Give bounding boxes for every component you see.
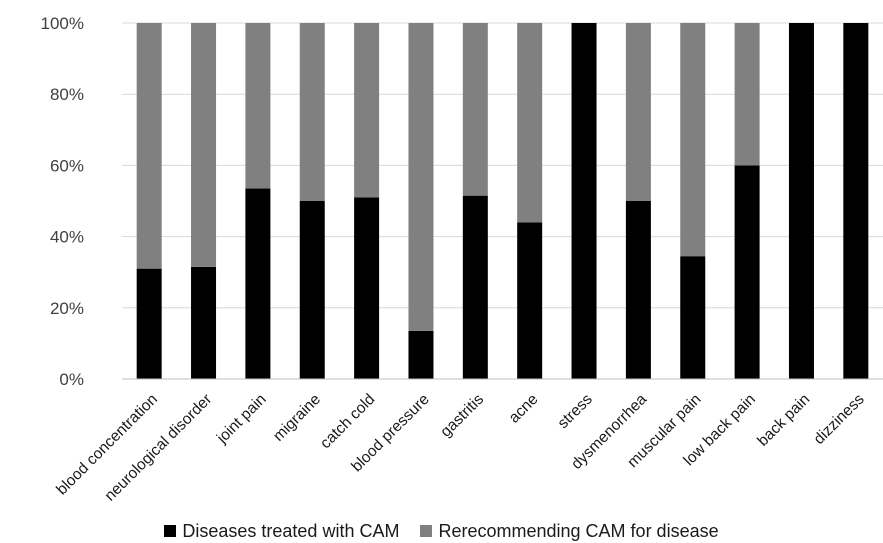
x-tick-label: joint pain — [213, 391, 270, 448]
bars — [136, 23, 869, 379]
y-tick-label: 60% — [50, 156, 84, 175]
bar-segment-treated — [680, 256, 706, 379]
bar-segment-rerecommending — [517, 23, 543, 223]
bar-segment-treated — [843, 23, 869, 379]
y-tick-label: 0% — [59, 370, 84, 389]
x-tick-label: stress — [555, 391, 596, 432]
gridlines — [122, 22, 883, 309]
x-tick-label: migraine — [270, 391, 324, 445]
bar-segment-treated — [734, 165, 760, 379]
bar-segment-treated — [517, 222, 543, 379]
legend-item-treated: Diseases treated with CAM — [164, 521, 399, 542]
bar-segment-rerecommending — [299, 23, 325, 201]
legend-swatch-treated — [164, 525, 177, 537]
bar-segment-rerecommending — [680, 23, 706, 257]
bar-segment-rerecommending — [136, 23, 162, 269]
bar-segment-rerecommending — [462, 23, 488, 196]
bar-segment-rerecommending — [191, 23, 217, 267]
bar-segment-treated — [788, 23, 814, 379]
bar-segment-treated — [136, 268, 162, 379]
bar-segment-treated — [299, 201, 325, 379]
y-tick-label: 80% — [50, 85, 84, 104]
legend: Diseases treated with CAM Rerecommending… — [0, 521, 883, 542]
bar-segment-rerecommending — [408, 23, 434, 331]
legend-swatch-rerecommending — [420, 525, 433, 537]
x-tick-label: gastritis — [437, 391, 487, 441]
y-tick-label: 20% — [50, 299, 84, 318]
legend-item-rerecommending: Rerecommending CAM for disease — [420, 521, 719, 542]
bar-segment-treated — [462, 195, 488, 379]
x-tick-label: blood concentration — [53, 391, 161, 499]
bar-segment-rerecommending — [354, 23, 380, 198]
x-tick-label: acne — [506, 391, 542, 427]
x-tick-label: dizziness — [811, 391, 868, 448]
legend-label-rerecommending: Rerecommending CAM for disease — [438, 521, 719, 541]
x-tick-label: neurological disorder — [102, 391, 216, 505]
bar-segment-treated — [245, 188, 271, 379]
bar-segment-treated — [191, 266, 217, 379]
y-axis: 0% 20% 40% 60% 80% 100% — [41, 14, 84, 389]
bar-segment-treated — [354, 197, 380, 379]
x-tick-label: back pain — [754, 391, 813, 450]
bar-segment-rerecommending — [625, 23, 651, 201]
bar-segment-rerecommending — [734, 23, 760, 166]
legend-label-treated: Diseases treated with CAM — [182, 521, 400, 541]
bar-segment-treated — [625, 201, 651, 379]
bar-segment-rerecommending — [245, 23, 271, 189]
y-tick-label: 40% — [50, 228, 84, 247]
y-tick-label: 100% — [41, 14, 84, 33]
bar-segment-treated — [571, 23, 597, 379]
bar-segment-treated — [408, 330, 434, 379]
